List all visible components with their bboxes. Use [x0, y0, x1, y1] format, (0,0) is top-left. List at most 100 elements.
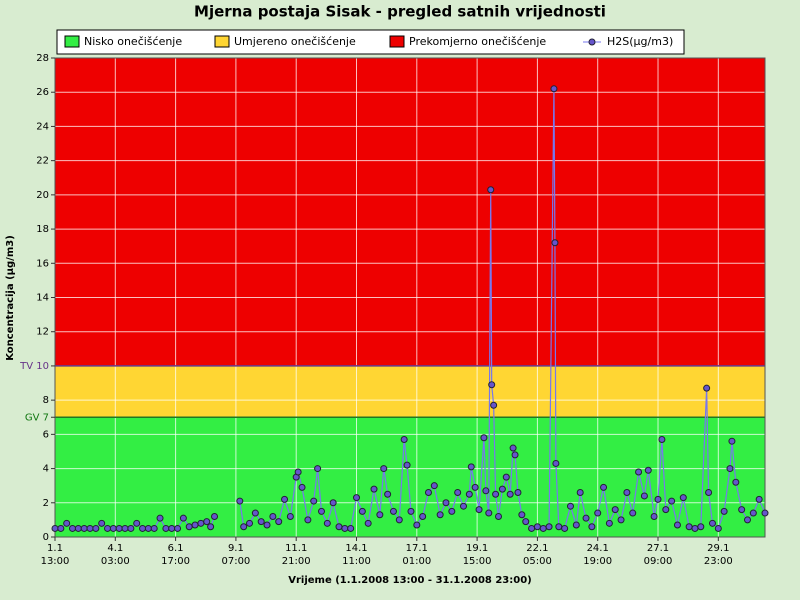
- data-point: [572, 521, 580, 529]
- data-point: [150, 524, 158, 532]
- data-point: [286, 512, 294, 520]
- y-tick-label: TV 10: [19, 361, 49, 372]
- data-point: [251, 509, 259, 517]
- data-point: [314, 465, 322, 473]
- data-point: [502, 473, 510, 481]
- data-point: [389, 507, 397, 515]
- data-point: [490, 401, 498, 409]
- data-point: [51, 524, 59, 532]
- data-point: [395, 516, 403, 524]
- data-point: [185, 523, 193, 531]
- data-point: [738, 506, 746, 514]
- data-point: [104, 524, 112, 532]
- y-tick-label: 12: [36, 327, 49, 338]
- data-point: [323, 519, 331, 527]
- data-point: [63, 519, 71, 527]
- data-point: [732, 478, 740, 486]
- data-point: [380, 465, 388, 473]
- chart-title: Mjerna postaja Sisak - pregled satnih vr…: [194, 3, 606, 21]
- data-point: [509, 444, 517, 452]
- data-point: [329, 499, 337, 507]
- data-point: [743, 516, 751, 524]
- x-tick-label: 27.1 09:00: [643, 543, 673, 567]
- data-point: [80, 524, 88, 532]
- data-point: [353, 494, 361, 502]
- data-point: [465, 490, 473, 498]
- data-point: [605, 519, 613, 527]
- data-point: [623, 489, 631, 497]
- data-point: [545, 523, 553, 531]
- legend-label: H2S(µg/m3): [607, 35, 673, 48]
- data-point: [86, 524, 94, 532]
- data-point: [640, 492, 648, 500]
- data-point: [506, 490, 514, 498]
- y-axis-title: Koncentracija (µg/m3): [5, 235, 16, 361]
- data-point: [492, 490, 500, 498]
- data-point: [475, 506, 483, 514]
- y-tick-label: 8: [43, 395, 49, 406]
- data-point: [133, 519, 141, 527]
- data-point: [600, 483, 608, 491]
- data-point: [485, 509, 493, 517]
- data-point: [514, 489, 522, 497]
- data-point: [728, 437, 736, 445]
- y-tick-label: 26: [36, 87, 49, 98]
- data-point: [539, 524, 547, 532]
- data-point: [679, 494, 687, 502]
- data-point: [498, 485, 506, 493]
- data-point: [617, 516, 625, 524]
- data-point: [246, 519, 254, 527]
- data-point: [703, 384, 711, 392]
- data-point: [191, 521, 199, 529]
- data-point: [561, 524, 569, 532]
- data-point: [424, 489, 432, 497]
- data-point: [442, 499, 450, 507]
- data-point: [347, 524, 355, 532]
- data-point: [275, 518, 283, 526]
- data-point: [576, 489, 584, 497]
- data-point: [240, 523, 248, 531]
- x-tick-label: 29.1 23:00: [703, 543, 733, 567]
- x-tick-label: 14.1 11:00: [342, 543, 371, 567]
- y-tick-label: 18: [36, 224, 49, 235]
- data-point: [179, 514, 187, 522]
- data-point: [448, 507, 456, 515]
- data-point: [413, 521, 421, 529]
- data-point: [551, 239, 559, 247]
- data-point: [376, 511, 384, 519]
- data-point: [714, 524, 722, 532]
- data-point: [495, 512, 503, 520]
- data-point: [310, 497, 318, 505]
- data-point: [430, 482, 438, 490]
- data-point: [304, 516, 312, 524]
- legend-marker: [588, 38, 596, 46]
- x-axis-title: Vrijeme (1.1.2008 13:00 - 31.1.2008 23:0…: [288, 575, 532, 586]
- data-point: [550, 85, 558, 93]
- data-point: [203, 518, 211, 526]
- data-point: [749, 509, 757, 517]
- legend-swatch: [214, 35, 230, 48]
- data-point: [407, 507, 415, 515]
- data-point: [467, 463, 475, 471]
- data-point: [566, 502, 574, 510]
- data-point: [269, 512, 277, 520]
- data-point: [403, 461, 411, 469]
- legend-swatch: [64, 35, 80, 48]
- data-point: [480, 434, 488, 442]
- data-point: [582, 514, 590, 522]
- data-point: [298, 483, 306, 491]
- data-point: [528, 524, 536, 532]
- data-point: [522, 518, 530, 526]
- data-point: [211, 512, 219, 520]
- data-point: [487, 186, 495, 194]
- x-tick-label: 24.1 19:00: [583, 543, 613, 567]
- y-tick-label: 6: [43, 429, 49, 440]
- data-point: [685, 523, 693, 531]
- data-point: [697, 523, 705, 531]
- legend-label: Prekomjerno onečišćenje: [409, 35, 546, 48]
- data-point: [174, 524, 182, 532]
- data-point: [156, 514, 164, 522]
- data-point: [335, 523, 343, 531]
- data-point: [121, 524, 129, 532]
- data-point: [263, 521, 271, 529]
